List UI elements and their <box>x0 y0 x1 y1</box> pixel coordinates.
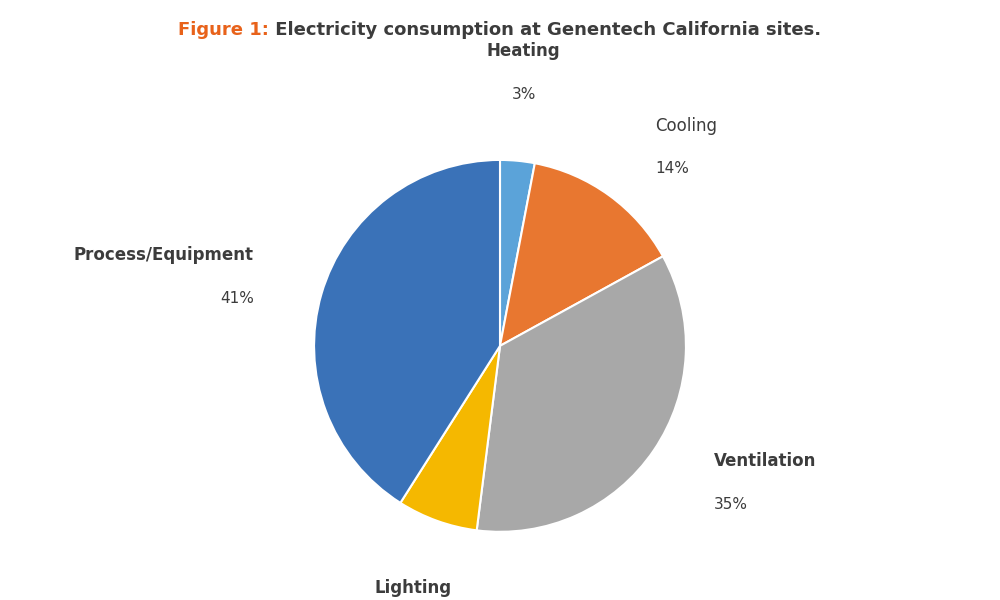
Text: 41%: 41% <box>220 290 254 305</box>
Text: Cooling: Cooling <box>655 116 717 134</box>
Text: 3%: 3% <box>511 86 536 101</box>
Wedge shape <box>500 163 663 346</box>
Wedge shape <box>400 346 500 530</box>
Text: 35%: 35% <box>714 497 748 512</box>
Text: Lighting: Lighting <box>374 580 451 598</box>
Text: 14%: 14% <box>655 161 689 176</box>
Text: Process/Equipment: Process/Equipment <box>74 247 254 265</box>
Text: Figure 1:: Figure 1: <box>178 21 269 39</box>
Wedge shape <box>477 256 686 532</box>
Text: Ventilation: Ventilation <box>714 452 816 470</box>
Text: Electricity consumption at Genentech California sites.: Electricity consumption at Genentech Cal… <box>269 21 822 39</box>
Wedge shape <box>314 160 500 503</box>
Wedge shape <box>500 160 535 346</box>
Text: Heating: Heating <box>487 43 560 61</box>
